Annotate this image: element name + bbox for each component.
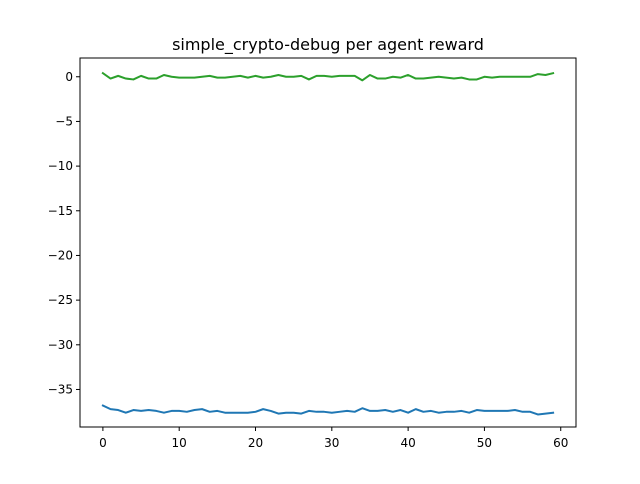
y-tick-label: −5: [55, 114, 73, 128]
y-tick-label: −20: [48, 248, 73, 262]
x-tick-label: 30: [324, 436, 339, 450]
series-line-2: [101, 71, 555, 82]
x-axis-ticks: 0 10 20 30 40 50 60: [99, 427, 568, 450]
x-tick-label: 60: [553, 436, 568, 450]
y-tick-label: 0: [65, 70, 73, 84]
x-tick-label: 50: [477, 436, 492, 450]
series-line-1: [101, 404, 555, 416]
plot-area-frame: [79, 57, 577, 428]
y-tick-label: −25: [48, 293, 73, 307]
series-layer: [101, 71, 555, 416]
x-tick-label: 0: [99, 436, 107, 450]
x-tick-label: 10: [172, 436, 187, 450]
x-tick-label: 20: [248, 436, 263, 450]
y-tick-label: −10: [48, 159, 73, 173]
y-axis-ticks: 0 −5 −10 −15 −20 −25 −30 −35: [48, 70, 80, 396]
x-tick-label: 40: [400, 436, 415, 450]
chart-title: simple_crypto-debug per agent reward: [172, 35, 484, 55]
y-tick-label: −35: [48, 382, 73, 396]
y-tick-label: −30: [48, 338, 73, 352]
y-tick-label: −15: [48, 204, 73, 218]
